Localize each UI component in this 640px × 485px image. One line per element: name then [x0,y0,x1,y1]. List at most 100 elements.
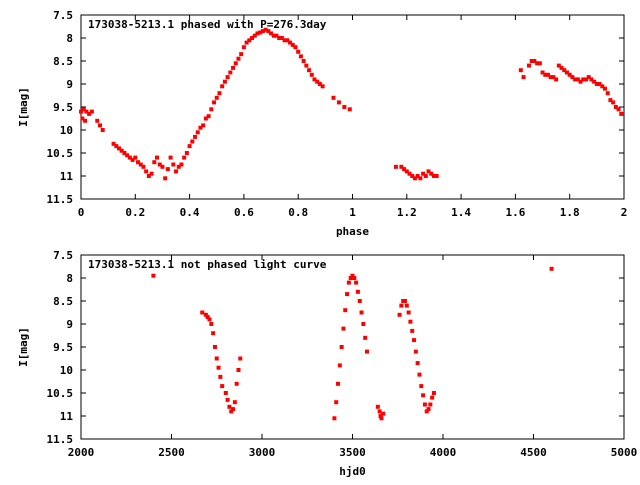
top-data-point [285,38,290,43]
bottom-data-point [363,335,368,340]
top-data-point [81,107,86,112]
top-data-point [176,164,181,169]
bottom-y-tick-label: 11.5 [47,433,74,446]
top-data-point [608,98,613,103]
bottom-data-point [209,322,214,326]
top-data-point [168,155,173,160]
bottom-data-point [350,273,355,278]
bottom-y-tick-label: 8.5 [53,295,73,308]
bottom-x-tick-label: 3500 [339,446,366,459]
top-data-point [263,27,268,32]
top-y-tick-label: 10.5 [47,147,74,160]
top-y-tick-label: 11 [60,170,74,183]
top-data-point [616,107,621,112]
top-data-point [160,164,165,169]
top-data-point [543,72,548,77]
top-data-point [518,68,523,73]
top-data-point [564,70,569,75]
bottom-data-point [397,312,402,317]
bottom-data-point [151,273,156,278]
top-data-point [592,79,597,84]
top-y-tick-label: 7.5 [53,9,73,22]
top-data-point [260,29,265,34]
bottom-data-point [377,409,382,414]
top-data-point [165,167,170,172]
top-data-point [298,54,303,59]
top-data-point [212,100,217,105]
top-data-point [209,107,214,112]
bottom-data-point [549,266,554,271]
top-data-point [252,33,257,38]
top-data-point [155,155,160,160]
bottom-data-point [227,404,232,409]
top-data-point [421,171,426,176]
top-data-point [312,77,317,82]
bottom-data-point [337,363,342,368]
top-x-tick-label: 0.8 [288,206,308,219]
top-data-point [347,107,352,112]
bottom-data-point [232,400,237,405]
top-data-point [146,174,151,178]
top-data-point [521,75,526,80]
bottom-data-point [238,356,243,361]
top-data-point [163,176,168,181]
top-x-tick-label: 1.4 [451,206,471,219]
bottom-x-tick-label: 4000 [430,446,457,459]
top-data-point [271,33,276,38]
top-data-point [133,155,138,160]
bottom-data-point [424,409,429,414]
top-data-point [304,63,309,68]
top-data-point [404,169,409,174]
top-data-point [559,65,564,70]
bottom-data-point [354,280,359,285]
bottom-data-point [431,391,436,395]
top-x-tick-label: 2 [621,206,628,219]
bottom-x-tick-label: 4500 [520,446,547,459]
bottom-y-tick-label: 7.5 [53,249,73,262]
bottom-x-tick-label: 3000 [249,446,276,459]
top-data-point [157,162,162,167]
bottom-data-point [408,319,413,324]
top-data-point [100,128,105,132]
bottom-data-point [205,315,210,320]
bottom-data-point [413,349,418,354]
top-chart-title: 173038-5213.1 phased with P=276.3day [88,18,327,31]
top-data-point [217,91,222,96]
top-y-axis-label: I[mag] [17,87,30,127]
bottom-data-point [231,407,236,412]
top-plot-frame [80,14,625,200]
bottom-data-point [412,338,417,343]
bottom-y-axis-label: I[mag] [17,327,30,367]
top-data-point [190,139,195,144]
bottom-data-point [378,414,383,418]
bottom-data-point [216,365,221,370]
top-data-point [198,125,203,130]
bottom-data-point [220,384,225,389]
top-data-point [399,164,404,169]
top-data-point [282,38,287,43]
top-data-point [83,118,88,123]
bottom-data-point [212,345,217,349]
top-data-point [279,36,284,40]
top-data-point [171,162,176,167]
top-data-point [570,75,575,80]
top-x-axis-label: phase [336,225,369,238]
bottom-data-point [343,308,348,313]
top-data-point [567,72,572,77]
top-data-point [600,84,605,89]
bottom-data-point [225,397,230,402]
bottom-data-point [357,299,362,303]
top-data-point [309,72,314,77]
top-data-point [187,144,192,149]
top-data-point [301,59,306,63]
bottom-chart-title: 173038-5213.1 not phased light curve [88,258,327,271]
top-data-point [288,40,293,45]
top-data-point [274,33,279,38]
top-x-tick-label: 0.2 [125,206,145,219]
top-data-point [415,174,420,178]
top-data-point [141,164,146,169]
top-data-point [583,77,588,82]
top-data-point [236,56,241,61]
bottom-y-tick-label: 9.5 [53,341,73,354]
top-data-point [407,171,412,176]
